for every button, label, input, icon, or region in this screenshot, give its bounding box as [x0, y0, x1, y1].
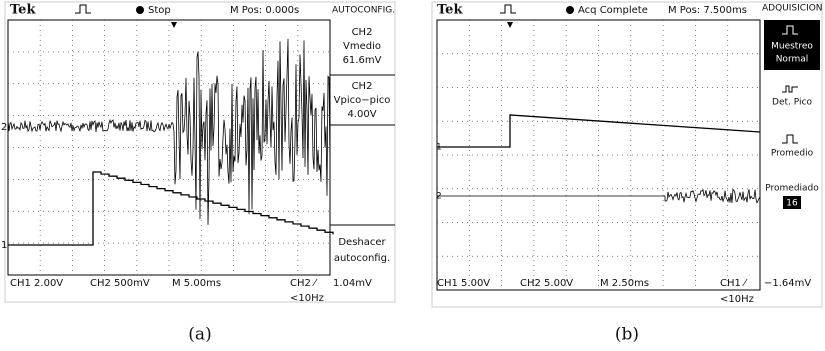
menu-item: CH2 [352, 27, 373, 38]
footer-ch2: CH2 5.00V [520, 278, 573, 289]
status: Acq Complete [578, 5, 648, 16]
footer-trigger: CH1 ⁄ [720, 278, 748, 289]
menu-item[interactable]: 16 [786, 199, 798, 209]
footer-freq: <10Hz [290, 293, 324, 304]
marker-2: 2 [1, 122, 7, 133]
brand: Tek [10, 3, 36, 18]
position: M Pos: 7.500ms [668, 5, 747, 16]
marker-2: 2 [436, 192, 442, 202]
status: Stop [148, 5, 171, 16]
menu-item: Vpico−pico [334, 95, 391, 106]
menu-item[interactable]: Promediado [765, 184, 819, 194]
figure: Tek Stop M Pos: 0.000s AUTOCONFIG. CH2 V… [0, 0, 825, 351]
footer-trigger: CH2 ⁄ [290, 278, 318, 289]
menu-item[interactable]: Muestreo [771, 42, 813, 52]
caption: (b) [615, 325, 639, 345]
caption: (a) [188, 325, 211, 345]
menu-item: 4.00V [347, 109, 376, 120]
footer-time: M 2.50ms [600, 278, 649, 289]
menu-item[interactable]: Promedio [771, 149, 814, 159]
brand: Tek [437, 3, 463, 18]
scope-b: Tek Acq Complete M Pos: 7.500ms ADQUISIC… [432, 2, 823, 345]
footer-freq: <10Hz [720, 294, 754, 305]
marker-1: 1 [1, 240, 7, 251]
menu-title: AUTOCONFIG. [332, 6, 395, 16]
footer-level: −1.64mV [764, 278, 811, 289]
menu-item: Deshacer [338, 237, 386, 248]
menu-item: Vmedio [343, 41, 381, 52]
frame [432, 2, 822, 307]
position: M Pos: 0.000s [230, 5, 299, 16]
footer-ch2: CH2 500mV [90, 278, 150, 289]
footer-time: M 5.00ms [172, 278, 221, 289]
footer-ch1: CH1 5.00V [437, 278, 490, 289]
menu-item: 61.6mV [343, 55, 382, 66]
run-dot [136, 6, 144, 14]
menu-item[interactable]: Normal [776, 55, 809, 65]
menu-item[interactable]: Det. Pico [772, 98, 812, 108]
footer-level: 1.04mV [333, 278, 372, 289]
menu-item: autoconfig. [334, 253, 390, 264]
menu-title: ADQUISICION [762, 4, 823, 14]
run-dot [566, 6, 574, 14]
menu-item: CH2 [352, 81, 373, 92]
footer-ch1: CH1 2.00V [10, 278, 63, 289]
